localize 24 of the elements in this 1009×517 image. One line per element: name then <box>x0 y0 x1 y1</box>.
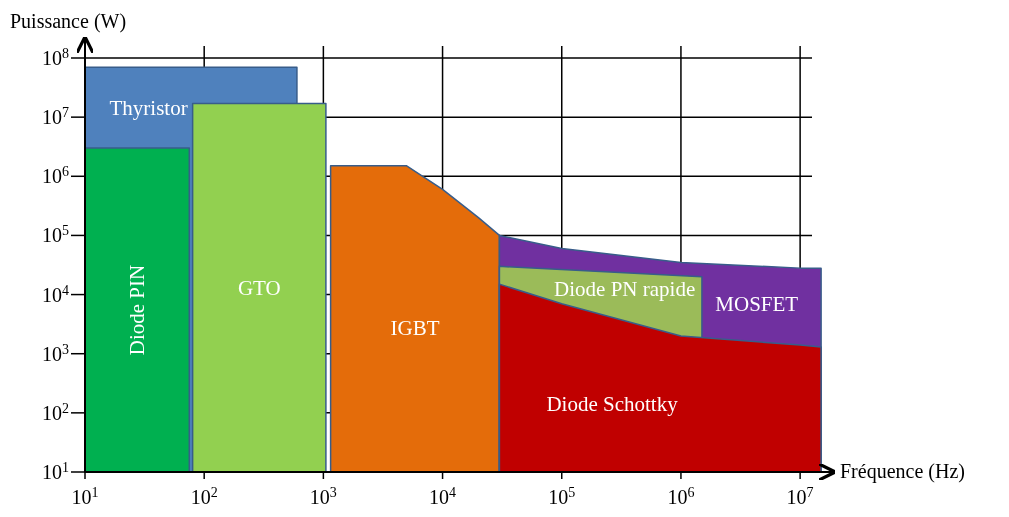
y-tick-label: 10$^{1}$ <box>42 459 69 483</box>
series-label: Diode PN rapide <box>554 277 696 302</box>
series-label: Diode Schottky <box>546 391 679 416</box>
x-tick-label: 10$^{3}$ <box>309 484 337 508</box>
y-tick-label: 10$^{2}$ <box>42 400 69 424</box>
series-label: Diode PIN <box>125 264 150 356</box>
x-tick-label: 10$^{5}$ <box>548 484 576 508</box>
x-tick-label: 10$^{7}$ <box>786 484 814 508</box>
y-tick-label: 10$^{7}$ <box>42 104 69 129</box>
y-tick-label: 10$^{6}$ <box>42 163 69 188</box>
x-tick-label: 10$^{1}$ <box>71 484 99 508</box>
y-tick-label: 10$^{4}$ <box>42 282 69 306</box>
y-axis-title: Puissance (W) <box>10 10 127 33</box>
x-tick-label: 10$^{6}$ <box>667 484 695 508</box>
series-label: MOSFET <box>715 291 799 316</box>
series-label: GTO <box>237 276 281 301</box>
y-tick-label: 10$^{3}$ <box>42 341 69 365</box>
x-axis-title: Fréquence (Hz) <box>840 460 965 483</box>
x-tick-label: 10$^{2}$ <box>190 484 218 508</box>
series-label: Thyristor <box>109 95 188 120</box>
x-tick-label: 10$^{4}$ <box>429 484 457 508</box>
y-tick-label: 10$^{5}$ <box>42 222 69 247</box>
y-tick-label: 10$^{8}$ <box>42 45 69 69</box>
series-label: IGBT <box>390 316 440 341</box>
